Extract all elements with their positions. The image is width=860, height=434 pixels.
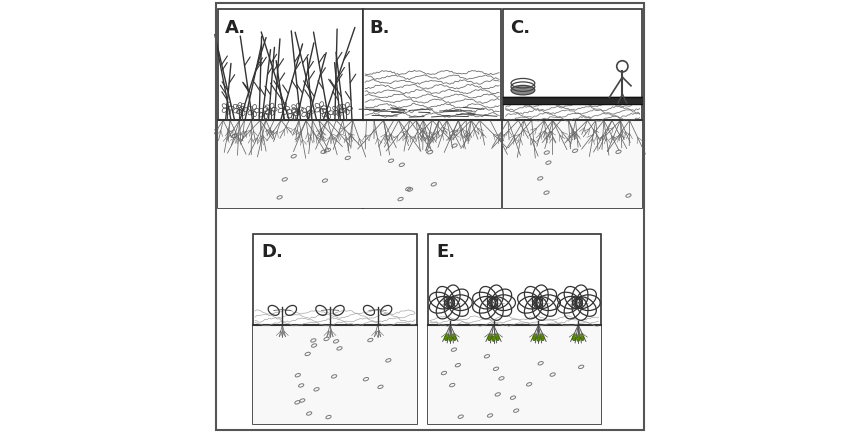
FancyBboxPatch shape [363, 121, 501, 208]
FancyBboxPatch shape [363, 10, 501, 208]
FancyBboxPatch shape [218, 121, 363, 208]
Ellipse shape [496, 336, 500, 341]
FancyBboxPatch shape [503, 10, 642, 208]
Text: A.: A. [224, 19, 246, 36]
FancyBboxPatch shape [218, 10, 363, 208]
Ellipse shape [492, 337, 495, 342]
Ellipse shape [577, 337, 580, 342]
Text: C.: C. [510, 19, 530, 36]
Ellipse shape [449, 337, 452, 342]
Text: D.: D. [261, 243, 283, 261]
Ellipse shape [445, 336, 447, 341]
FancyBboxPatch shape [503, 121, 642, 208]
FancyBboxPatch shape [253, 326, 417, 424]
FancyBboxPatch shape [427, 234, 601, 424]
Ellipse shape [532, 336, 536, 341]
Ellipse shape [581, 336, 584, 341]
Ellipse shape [453, 336, 456, 341]
Ellipse shape [511, 86, 535, 95]
Ellipse shape [541, 336, 544, 341]
FancyBboxPatch shape [253, 234, 417, 424]
FancyBboxPatch shape [427, 326, 601, 424]
Text: E.: E. [437, 243, 456, 261]
Ellipse shape [488, 336, 491, 341]
Ellipse shape [573, 336, 575, 341]
Ellipse shape [537, 337, 540, 342]
Text: B.: B. [370, 19, 390, 36]
